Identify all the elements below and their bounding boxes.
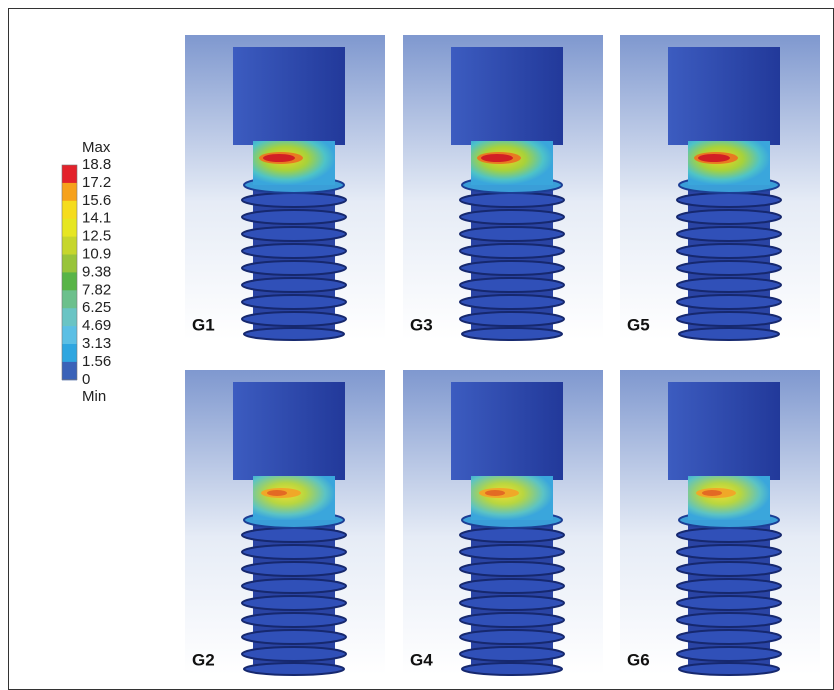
legend-tick-label: 7.82 xyxy=(82,281,111,298)
legend-tick-label: 15.6 xyxy=(82,192,111,209)
legend-tick-label: 12.5 xyxy=(82,228,111,245)
legend-band xyxy=(62,344,77,362)
legend-band xyxy=(62,272,77,290)
panel-label: G4 xyxy=(410,650,433,669)
legend-tick-label: 0 xyxy=(82,371,90,388)
panels: G1 G3 G5 G2 G4 G6 xyxy=(185,35,820,675)
fea-image xyxy=(620,35,820,340)
legend-tick-label: 9.38 xyxy=(82,263,111,280)
panel-label: G6 xyxy=(627,650,650,669)
legend-band xyxy=(62,219,77,237)
panel-label: G3 xyxy=(410,315,433,334)
legend: Max Min 18.817.215.614.112.510.99.387.82… xyxy=(62,139,111,405)
panel-label: G2 xyxy=(192,650,215,669)
panel-label: G5 xyxy=(627,315,650,334)
fea-image xyxy=(403,35,603,340)
legend-band xyxy=(62,183,77,201)
legend-tick-label: 14.1 xyxy=(82,210,111,227)
legend-tick-label: 6.25 xyxy=(82,299,111,316)
fea-image xyxy=(185,370,385,675)
legend-band xyxy=(62,308,77,326)
legend-min: Min xyxy=(82,388,106,405)
panel-label: G1 xyxy=(192,315,215,334)
legend-tick-label: 17.2 xyxy=(82,174,111,191)
legend-tick-label: 18.8 xyxy=(82,156,111,173)
legend-tick-label: 10.9 xyxy=(82,245,111,262)
fea-image xyxy=(403,370,603,675)
legend-band xyxy=(62,237,77,255)
fea-image xyxy=(620,370,820,675)
legend-band xyxy=(62,326,77,344)
legend-tick-label: 4.69 xyxy=(82,317,111,334)
figure: G1 G3 G5 G2 G4 G6 Max Min 18.817.215.614… xyxy=(0,0,834,690)
legend-max: Max xyxy=(82,139,111,156)
legend-tick-label: 1.56 xyxy=(82,353,111,370)
legend-tick-label: 3.13 xyxy=(82,335,111,352)
legend-band xyxy=(62,165,77,183)
fea-image xyxy=(185,35,385,340)
legend-band xyxy=(62,362,77,380)
legend-band xyxy=(62,255,77,273)
legend-band xyxy=(62,290,77,308)
legend-band xyxy=(62,201,77,219)
